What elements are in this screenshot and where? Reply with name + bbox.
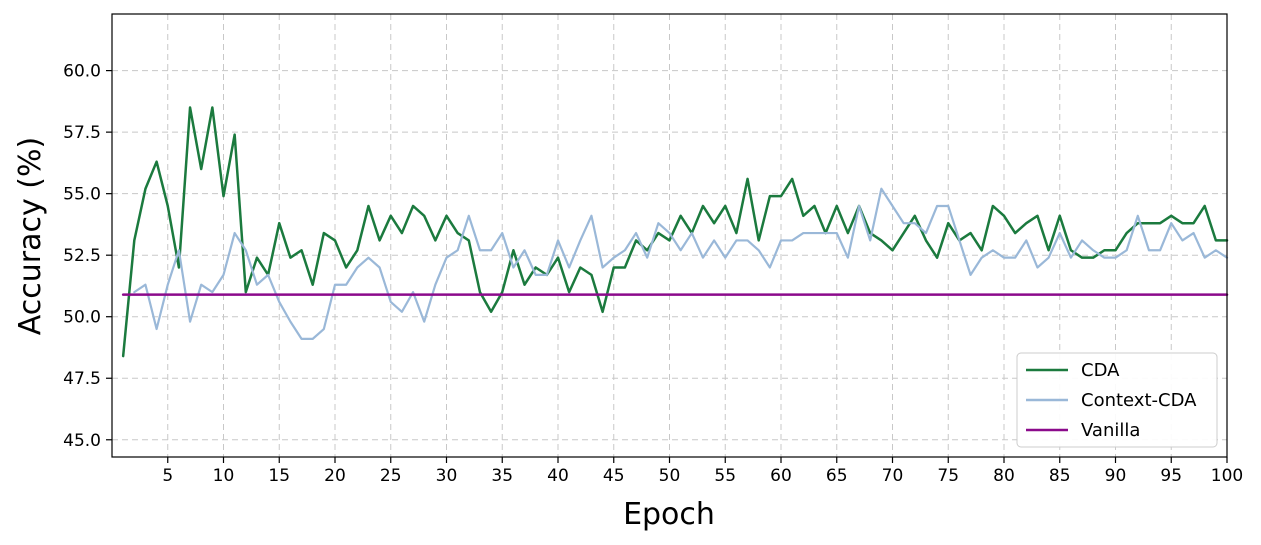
series-layer bbox=[121, 106, 1229, 358]
x-tick-label: 75 bbox=[937, 466, 959, 486]
legend-box bbox=[1016, 352, 1218, 448]
x-tick-label: 90 bbox=[1105, 466, 1127, 486]
y-axis-ticks: 45.0 47.5 50.0 52.5 55.0 57.5 60.0 bbox=[63, 62, 112, 451]
x-axis-ticks: 5 10 15 20 25 30 35 40 45 50 55 60 65 70 75 80 85 90 95 100 bbox=[162, 457, 1243, 486]
x-tick-label: 35 bbox=[491, 466, 513, 486]
y-tick-label: 55.0 bbox=[63, 185, 101, 205]
x-tick-label: 95 bbox=[1160, 466, 1182, 486]
x-tick-label: 55 bbox=[714, 466, 736, 486]
x-tick-label: 60 bbox=[770, 466, 792, 486]
y-tick-label: 45.0 bbox=[63, 431, 101, 451]
x-tick-label: 85 bbox=[1049, 466, 1071, 486]
y-tick-label: 47.5 bbox=[63, 369, 101, 389]
x-tick-label: 100 bbox=[1211, 466, 1243, 486]
y-axis-title: Accuracy (%) bbox=[13, 137, 48, 335]
legend-label-cda: CDA bbox=[1081, 360, 1120, 381]
x-tick-label: 20 bbox=[324, 466, 346, 486]
x-tick-label: 50 bbox=[659, 466, 681, 486]
legend-label-context-cda: Context-CDA bbox=[1081, 390, 1197, 411]
x-tick-label: 30 bbox=[436, 466, 458, 486]
legend-label-vanilla: Vanilla bbox=[1081, 420, 1140, 441]
x-tick-label: 45 bbox=[603, 466, 625, 486]
x-tick-label: 65 bbox=[826, 466, 848, 486]
x-tick-label: 15 bbox=[268, 466, 290, 486]
series-line-context-cda bbox=[133, 187, 1229, 340]
series-line-cda bbox=[121, 106, 1229, 358]
x-tick-label: 5 bbox=[162, 466, 173, 486]
x-axis-title: Epoch bbox=[623, 497, 715, 532]
y-tick-label: 60.0 bbox=[63, 62, 101, 82]
legend-items: CDA Context-CDA Vanilla bbox=[1026, 360, 1197, 441]
x-tick-label: 40 bbox=[547, 466, 569, 486]
y-tick-label: 57.5 bbox=[63, 123, 101, 143]
legend: CDA Context-CDA Vanilla bbox=[1016, 352, 1218, 448]
x-tick-label: 80 bbox=[993, 466, 1015, 486]
x-tick-label: 25 bbox=[380, 466, 402, 486]
y-tick-label: 50.0 bbox=[63, 308, 101, 328]
x-tick-label: 70 bbox=[882, 466, 904, 486]
x-tick-label: 10 bbox=[213, 466, 235, 486]
y-tick-label: 52.5 bbox=[63, 246, 101, 266]
